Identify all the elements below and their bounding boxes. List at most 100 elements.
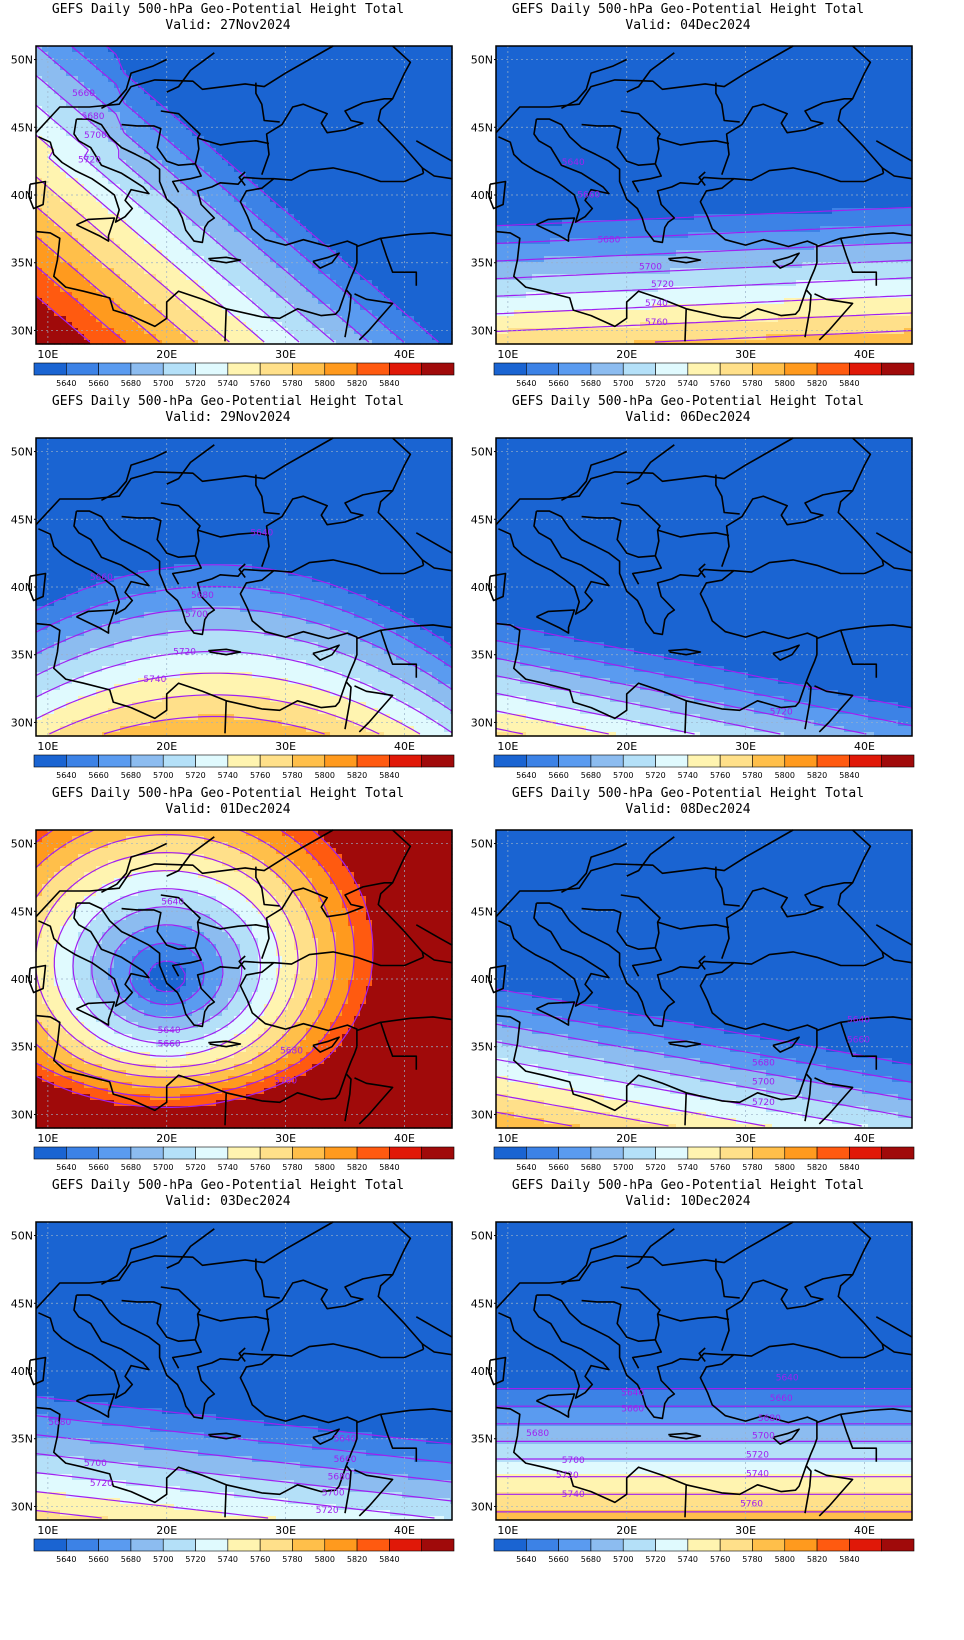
colorbar-swatch — [816, 1146, 850, 1160]
colorbar-swatch — [227, 754, 261, 768]
title-text: GEFS Daily 500-hPa Geo-Potential Height … — [0, 2, 456, 18]
colorbar-swatch — [389, 1146, 422, 1160]
colorbar-swatch — [389, 1538, 422, 1552]
colorbar-label: 5640 — [516, 771, 536, 780]
colorbar-swatch — [356, 1146, 390, 1160]
lon-label: 40E — [394, 348, 415, 361]
lat-label: 35N — [11, 1041, 33, 1054]
contour-label: 5640 — [334, 1434, 357, 1444]
colorbar-label: 5780 — [742, 379, 762, 388]
map-panel-03dec: 5680 5700 5720 5640 5660 5680 5700 5720 50N 45N 40… — [0, 1176, 460, 1586]
coastlines — [28, 437, 453, 734]
lon-label: 10E — [37, 348, 58, 361]
colorbar-swatch — [655, 362, 689, 376]
contour-5680 — [495, 241, 913, 262]
title-text: GEFS Daily 500-hPa Geo-Potential Height … — [460, 786, 916, 802]
contour-lines — [496, 1388, 912, 1513]
colorbar-label: 5660 — [88, 771, 108, 780]
map-panel-06dec: 5720 50N 45N 40N 35N 30N 10E 20E 30E 40E 5640 5660 5… — [460, 392, 920, 802]
lat-label: 50N — [471, 446, 493, 459]
lat-label: 45N — [471, 513, 493, 526]
colorbar-label: 5760 — [250, 771, 270, 780]
colorbar-swatch — [66, 1538, 99, 1552]
colorbar-label: 5780 — [742, 1555, 762, 1564]
lat-label: 40N — [11, 581, 33, 594]
panel-title: GEFS Daily 500-hPa Geo-Potential Height … — [460, 2, 916, 34]
colorbar-swatch — [655, 1146, 689, 1160]
colorbar-label: 5720 — [645, 771, 665, 780]
lon-label: 40E — [854, 740, 875, 753]
colorbar-label: 5800 — [775, 1555, 795, 1564]
colorbar-label: 5660 — [88, 379, 108, 388]
contour-lines — [35, 45, 439, 343]
map-canvas: 5640 5660 5680 5700 5720 50N 45N 40N 35N 30N 10E 20… — [471, 829, 915, 1172]
contour-5700 — [35, 74, 335, 343]
colorbar-swatch — [227, 1146, 261, 1160]
map-panel-27nov: 5660 5680 5700 5720 50N 45N 40N 35N 30N 10E 20E 30E… — [0, 0, 460, 410]
lon-label: 20E — [616, 348, 637, 361]
colorbar-swatch — [784, 754, 818, 768]
lon-label: 30E — [275, 1132, 296, 1145]
colorbar-label: 5680 — [581, 771, 601, 780]
colorbar-label: 5680 — [121, 379, 141, 388]
contour-5760 — [49, 694, 380, 735]
colorbar-label: 5840 — [839, 1555, 859, 1564]
coastlines — [488, 437, 913, 734]
colorbar-label: 5820 — [807, 1555, 827, 1564]
graticule — [496, 46, 912, 344]
colorbar-swatch — [292, 362, 326, 376]
contour-label: 5660 — [158, 1040, 181, 1050]
colorbar-label: 5840 — [839, 771, 859, 780]
contour-label: 5680 — [597, 235, 620, 245]
lon-label: 40E — [854, 348, 875, 361]
lat-label: 50N — [11, 54, 33, 67]
contour-label: 5720 — [752, 1098, 775, 1108]
lat-label: 30N — [11, 324, 33, 337]
colorbar-label: 5800 — [315, 1163, 335, 1172]
lon-label: 30E — [275, 1524, 296, 1537]
colorbar-swatch — [130, 362, 164, 376]
colorbar-label: 5740 — [678, 771, 698, 780]
contour-label: 5640 — [250, 529, 273, 539]
contour-5780 — [103, 715, 325, 735]
lat-label: 30N — [471, 324, 493, 337]
colorbar-swatch — [558, 1538, 592, 1552]
contour-label: 5740 — [562, 1490, 585, 1500]
colorbar-label: 5700 — [153, 771, 173, 780]
contour-label: 5640 — [562, 158, 585, 168]
map-canvas: 5640 5660 5680 5700 5720 5740 5760 50N 45N 40N 35N… — [471, 45, 915, 388]
lon-label: 20E — [156, 348, 177, 361]
colorbar-swatch — [719, 1146, 753, 1160]
lon-label: 10E — [37, 1132, 58, 1145]
colorbar-swatch — [130, 1146, 164, 1160]
colorbar-label: 5660 — [548, 771, 568, 780]
colorbar-label: 5720 — [645, 379, 665, 388]
lat-label: 30N — [11, 1500, 33, 1513]
colorbar-swatch — [130, 1538, 164, 1552]
contour-label: 5720 — [78, 155, 101, 165]
lon-label: 20E — [156, 1524, 177, 1537]
colorbar: 5640 5660 5680 5700 5720 5740 5760 5780 5800 5820… — [493, 1538, 915, 1564]
colorbar-swatch — [590, 1146, 624, 1160]
lon-label: 40E — [394, 1524, 415, 1537]
colorbar-swatch — [881, 362, 915, 376]
contour-label: 5700 — [84, 131, 107, 141]
colorbar-label: 5700 — [613, 1163, 633, 1172]
colorbar-swatch — [493, 1146, 527, 1160]
lat-label: 35N — [11, 649, 33, 662]
colorbar-swatch — [130, 754, 164, 768]
colorbar-swatch — [558, 1146, 592, 1160]
lon-label: 10E — [497, 348, 518, 361]
lon-label: 10E — [37, 1524, 58, 1537]
contour-5780 — [655, 330, 913, 343]
contour-label: 5660 — [577, 191, 600, 201]
lon-label: 40E — [394, 740, 415, 753]
colorbar-label: 5740 — [218, 1555, 238, 1564]
contour-label: 5660 — [847, 1036, 870, 1046]
colorbar-swatch — [590, 1538, 624, 1552]
contour-label: 5720 — [651, 280, 674, 290]
lat-label: 50N — [471, 54, 493, 67]
contour-5640 — [35, 564, 453, 647]
contour-label: 5700 — [562, 1456, 585, 1466]
graticule — [496, 438, 912, 736]
